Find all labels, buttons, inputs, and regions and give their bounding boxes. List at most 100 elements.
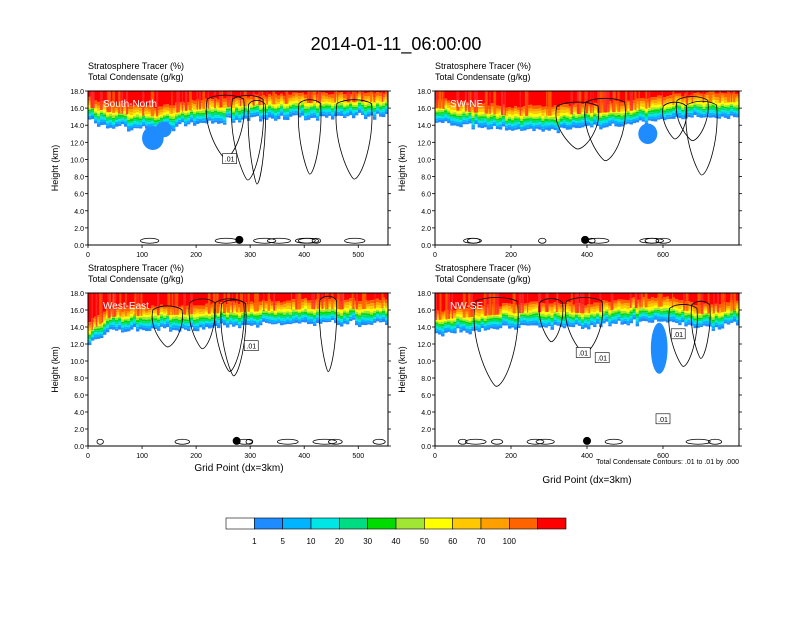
tracer-band xyxy=(139,123,142,125)
tracer-band xyxy=(475,318,478,320)
tracer-band xyxy=(142,116,145,118)
tracer-band xyxy=(560,124,563,126)
tracer-band xyxy=(301,96,304,98)
tracer-band xyxy=(459,118,462,121)
tracer-band xyxy=(572,116,575,118)
tracer-band xyxy=(199,309,202,312)
tracer-band xyxy=(672,317,675,320)
tracer-band xyxy=(328,112,331,114)
tracer-band-red xyxy=(259,293,262,302)
tracer-band xyxy=(706,95,709,98)
tracer-band-red xyxy=(220,293,223,302)
tracer-band xyxy=(499,116,502,118)
tracer-band xyxy=(596,321,599,323)
tracer-streak xyxy=(730,293,732,311)
tracer-band xyxy=(226,321,229,323)
tracer-band xyxy=(517,117,520,119)
tracer-band xyxy=(340,317,343,319)
tracer-band xyxy=(133,324,136,327)
tracer-band xyxy=(502,124,505,127)
tracer-band xyxy=(541,116,544,119)
tracer-band xyxy=(358,324,361,327)
tracer-band xyxy=(253,317,256,319)
tracer-band xyxy=(307,113,310,115)
tracer-band xyxy=(505,308,508,311)
tracer-band xyxy=(193,112,196,114)
tracer-band xyxy=(511,326,514,328)
tracer-band xyxy=(514,128,517,130)
tracer-band xyxy=(268,319,271,321)
tracer-band xyxy=(511,110,514,112)
tracer-band xyxy=(724,115,727,118)
tracer-band xyxy=(508,121,511,123)
tracer-band xyxy=(502,316,505,319)
tracer-band xyxy=(651,320,654,323)
tracer-band xyxy=(112,320,115,323)
tracer-band xyxy=(202,319,205,322)
tracer-band xyxy=(154,316,157,319)
tracer-band xyxy=(280,321,283,323)
tracer-band xyxy=(563,324,566,326)
tracer-band xyxy=(367,315,370,318)
tracer-band xyxy=(280,104,283,106)
tracer-band xyxy=(502,303,505,306)
tracer-band xyxy=(496,127,499,129)
tracer-band xyxy=(523,323,526,326)
tracer-band xyxy=(337,309,340,312)
tracer-band xyxy=(557,318,560,320)
tracer-band xyxy=(94,330,97,332)
tracer-band xyxy=(283,318,286,320)
tracer-band xyxy=(214,115,217,118)
tracer-band xyxy=(289,315,292,316)
tracer-band xyxy=(277,96,280,100)
tracer-band xyxy=(478,330,481,332)
tracer-band xyxy=(535,318,538,321)
tracer-band xyxy=(226,317,229,319)
tracer-band xyxy=(343,316,346,318)
tracer-band xyxy=(663,317,666,319)
tracer-band xyxy=(551,325,554,327)
tracer-band xyxy=(139,119,142,121)
tracer-band xyxy=(115,118,118,120)
tracer-band xyxy=(709,325,712,327)
tracer-band xyxy=(642,117,645,119)
tracer-band xyxy=(367,93,370,97)
tracer-band xyxy=(505,119,508,121)
tracer-band xyxy=(250,302,253,305)
tracer-band xyxy=(529,311,532,313)
tracer-band xyxy=(560,107,563,110)
tracer-band xyxy=(94,111,97,113)
tracer-band xyxy=(566,315,569,317)
tracer-band-red xyxy=(596,293,599,303)
tracer-band xyxy=(127,126,130,128)
tracer-band xyxy=(505,121,508,122)
tracer-band xyxy=(106,321,109,323)
tracer-band xyxy=(481,112,484,114)
tracer-band xyxy=(322,314,325,316)
tracer-band xyxy=(642,311,645,312)
tracer-band xyxy=(678,110,681,113)
tracer-band xyxy=(355,107,358,109)
tracer-band xyxy=(496,122,499,125)
tracer-band xyxy=(298,312,301,313)
tracer-band xyxy=(232,102,235,105)
tracer-band xyxy=(100,336,103,338)
tracer-band xyxy=(438,326,441,328)
tracer-band xyxy=(169,119,172,121)
tracer-band xyxy=(569,124,572,126)
tracer-band xyxy=(493,326,496,329)
tracer-streak xyxy=(593,91,594,113)
tracer-band xyxy=(187,110,190,112)
tracer-band xyxy=(286,112,289,114)
tracer-band xyxy=(639,110,642,111)
tracer-band xyxy=(566,113,569,116)
tracer-band xyxy=(202,314,205,316)
y-axis-label: Height (km) xyxy=(50,346,60,393)
tracer-band xyxy=(115,320,118,322)
tracer-band xyxy=(541,126,544,129)
tracer-band xyxy=(563,321,566,324)
tracer-band xyxy=(178,114,181,116)
tracer-band xyxy=(578,318,581,320)
tracer-band xyxy=(196,314,199,317)
tracer-band xyxy=(471,125,474,127)
